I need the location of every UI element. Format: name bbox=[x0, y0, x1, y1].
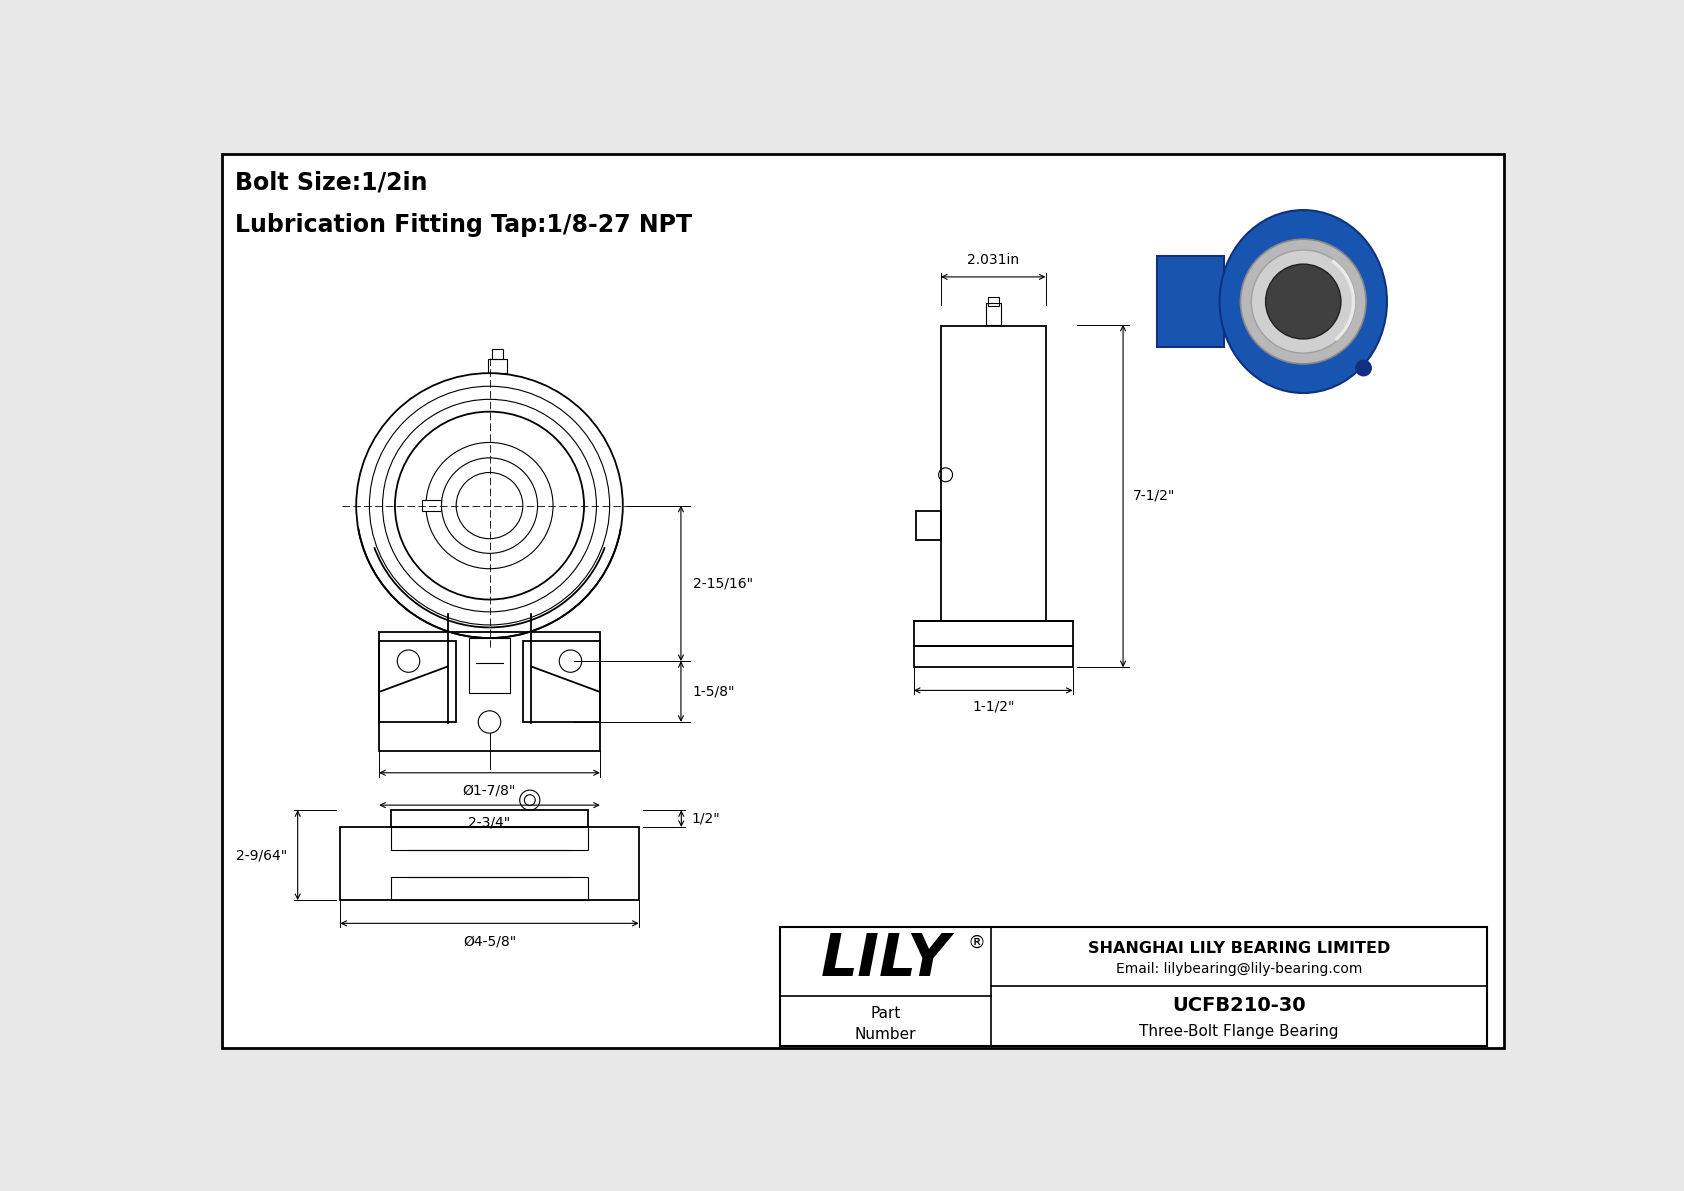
Bar bbox=[914, 646, 1073, 667]
Text: 1/2": 1/2" bbox=[692, 811, 721, 825]
Bar bbox=[379, 632, 600, 752]
Circle shape bbox=[1241, 239, 1366, 364]
Text: ®: ® bbox=[968, 934, 985, 952]
Text: Ø4-5/8": Ø4-5/8" bbox=[463, 934, 515, 948]
Polygon shape bbox=[1157, 256, 1224, 348]
Text: 2.031in: 2.031in bbox=[967, 252, 1019, 267]
Bar bbox=[941, 326, 1046, 621]
Text: UCFB210-30: UCFB210-30 bbox=[1172, 996, 1305, 1015]
Bar bbox=[522, 641, 600, 722]
Bar bbox=[391, 877, 588, 900]
Text: 2-3/4": 2-3/4" bbox=[468, 816, 510, 830]
Text: Bolt Size:1/2in: Bolt Size:1/2in bbox=[236, 170, 428, 194]
Bar bbox=[423, 500, 441, 511]
Circle shape bbox=[1266, 264, 1340, 339]
Ellipse shape bbox=[1219, 210, 1388, 393]
Text: 1-1/2": 1-1/2" bbox=[972, 699, 1014, 713]
Text: 2-9/64": 2-9/64" bbox=[236, 848, 288, 862]
Bar bbox=[985, 303, 1000, 325]
Text: Lubrication Fitting Tap:1/8-27 NPT: Lubrication Fitting Tap:1/8-27 NPT bbox=[236, 213, 692, 237]
Circle shape bbox=[1356, 361, 1371, 376]
Bar bbox=[989, 297, 999, 306]
Bar bbox=[488, 360, 507, 373]
Bar bbox=[916, 511, 941, 541]
Text: 2-15/16": 2-15/16" bbox=[692, 576, 753, 591]
Text: LILY: LILY bbox=[820, 930, 950, 987]
Bar bbox=[340, 827, 638, 900]
Text: Number: Number bbox=[855, 1027, 916, 1042]
Text: Email: lilybearing@lily-bearing.com: Email: lilybearing@lily-bearing.com bbox=[1116, 961, 1362, 975]
Bar bbox=[914, 621, 1073, 646]
Text: Part: Part bbox=[871, 1006, 901, 1022]
Bar bbox=[391, 827, 588, 850]
Bar bbox=[780, 927, 1487, 1046]
Bar bbox=[379, 641, 456, 722]
Bar bbox=[492, 349, 504, 360]
Text: Three-Bolt Flange Bearing: Three-Bolt Flange Bearing bbox=[1138, 1024, 1339, 1040]
Bar bbox=[470, 638, 510, 693]
Text: Ø1-7/8": Ø1-7/8" bbox=[463, 784, 517, 798]
Text: SHANGHAI LILY BEARING LIMITED: SHANGHAI LILY BEARING LIMITED bbox=[1088, 941, 1389, 955]
Text: 7-1/2": 7-1/2" bbox=[1133, 490, 1175, 503]
Bar bbox=[391, 810, 588, 827]
Text: 1-5/8": 1-5/8" bbox=[692, 685, 734, 699]
Circle shape bbox=[1251, 250, 1356, 353]
